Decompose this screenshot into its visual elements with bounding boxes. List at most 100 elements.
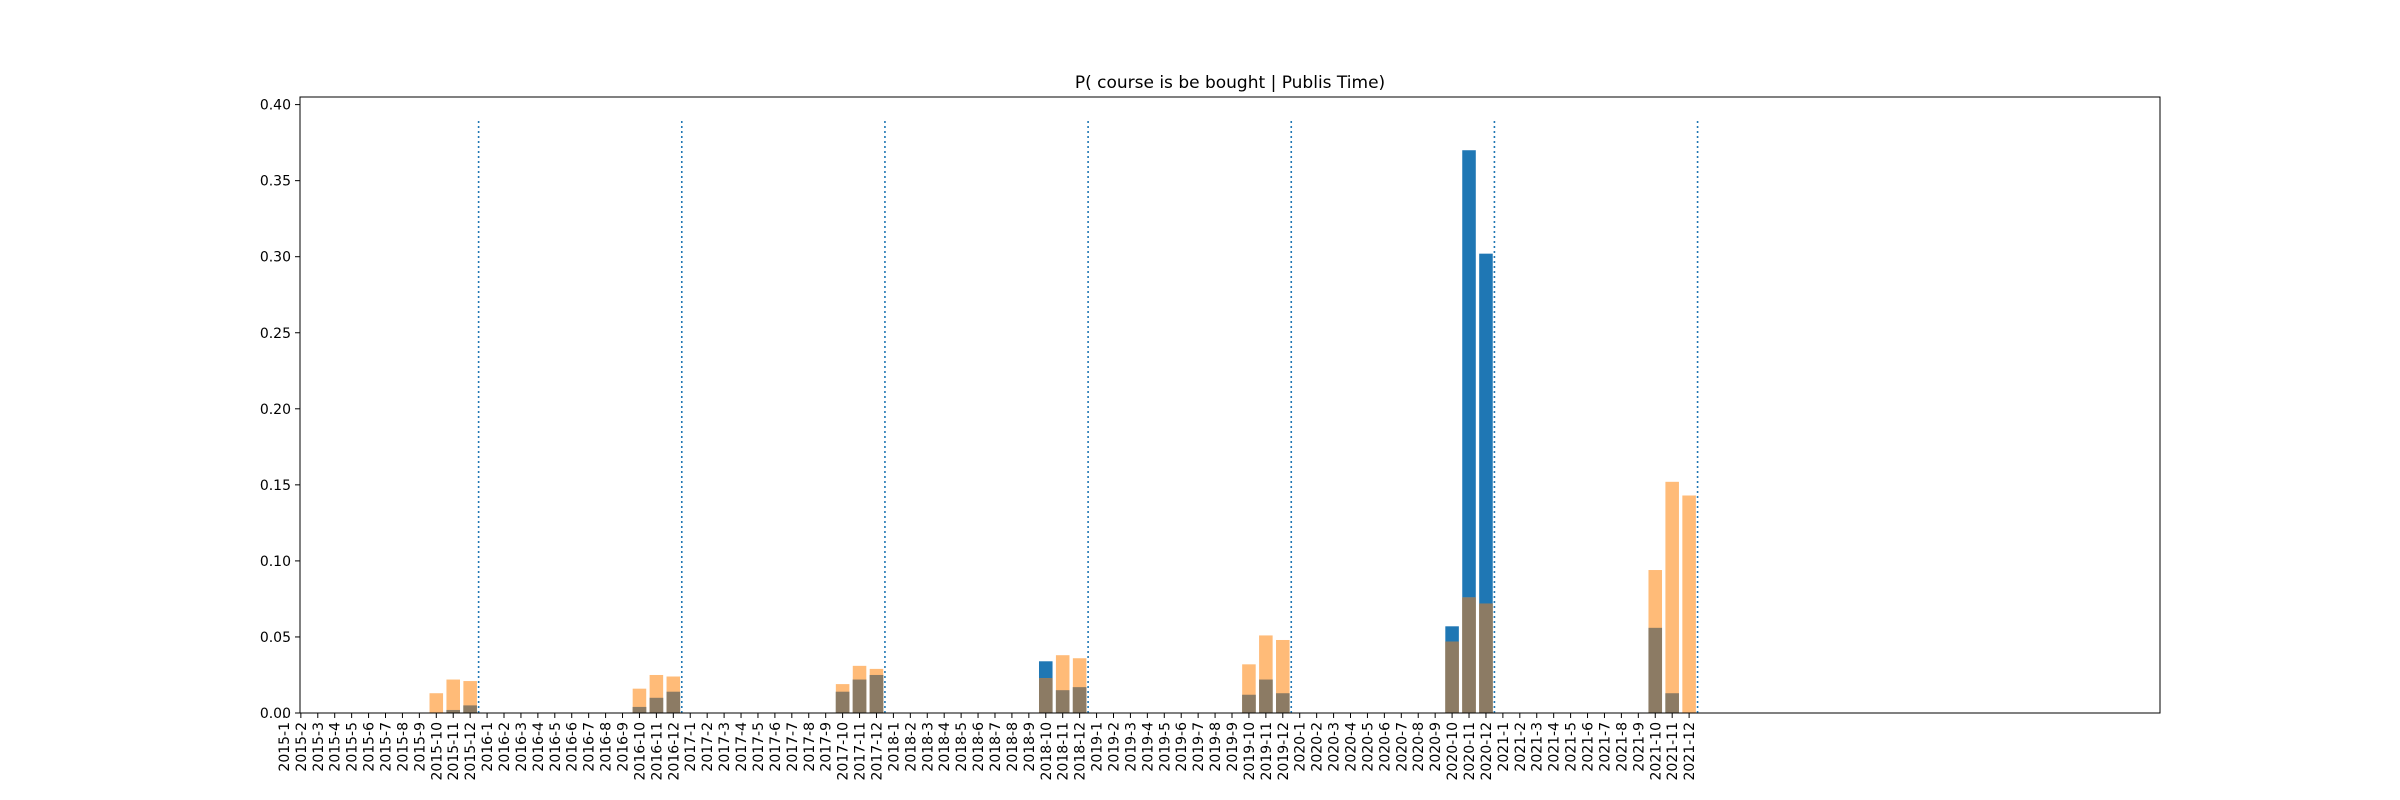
x-tick-label-2019-12: 2019-12 bbox=[1276, 722, 1292, 781]
x-tick-label-2020-10: 2020-10 bbox=[1445, 722, 1461, 781]
x-tick-label-2017-7: 2017-7 bbox=[785, 722, 801, 772]
x-tick-label-2020-1: 2020-1 bbox=[1293, 722, 1309, 772]
x-tick-label-2017-8: 2017-8 bbox=[802, 722, 818, 772]
x-tick-label-2017-6: 2017-6 bbox=[768, 722, 784, 772]
x-tick-label-2021-9: 2021-9 bbox=[1631, 722, 1647, 772]
x-tick-label-2016-7: 2016-7 bbox=[582, 722, 598, 772]
x-tick-label-2020-4: 2020-4 bbox=[1344, 722, 1360, 772]
x-tick-label-2020-2: 2020-2 bbox=[1310, 722, 1326, 772]
bar-overlap-2019-11 bbox=[1259, 679, 1273, 713]
bar-overlap-2020-11 bbox=[1462, 597, 1476, 713]
chart-title: P( course is be bought | Publis Time) bbox=[1075, 73, 1385, 93]
x-tick-label-2015-2: 2015-2 bbox=[294, 722, 310, 772]
x-tick-label-2018-11: 2018-11 bbox=[1056, 722, 1072, 781]
x-tick-label-2015-9: 2015-9 bbox=[412, 722, 428, 772]
x-tick-label-2019-9: 2019-9 bbox=[1225, 722, 1241, 772]
x-tick-label-2016-11: 2016-11 bbox=[649, 722, 665, 781]
x-tick-label-2015-4: 2015-4 bbox=[328, 722, 344, 772]
y-tick-label-5: 0.25 bbox=[260, 326, 291, 342]
x-tick-label-2021-2: 2021-2 bbox=[1513, 722, 1529, 772]
x-tick-label-2018-6: 2018-6 bbox=[971, 722, 987, 772]
x-tick-label-2016-6: 2016-6 bbox=[565, 722, 581, 772]
x-tick-label-2019-8: 2019-8 bbox=[1208, 722, 1224, 772]
bar-series-b-2021-11 bbox=[1665, 481, 1679, 713]
x-axis: 2015-1 2015-2 2015-3 2015-4 2015-5 2015-6 2015… bbox=[277, 713, 1698, 781]
bar-series-a-2020-11 bbox=[1462, 150, 1476, 714]
x-tick-label-2021-11: 2021-11 bbox=[1665, 722, 1681, 781]
x-tick-label-2016-8: 2016-8 bbox=[599, 722, 615, 772]
x-tick-label-2020-7: 2020-7 bbox=[1394, 722, 1410, 772]
bar-overlap-2017-12 bbox=[869, 674, 884, 713]
x-tick-label-2018-1: 2018-1 bbox=[886, 722, 902, 772]
x-tick-label-2020-3: 2020-3 bbox=[1327, 722, 1343, 772]
bar-overlap-2017-11 bbox=[852, 679, 867, 713]
x-tick-label-2021-4: 2021-4 bbox=[1547, 722, 1563, 772]
x-tick-label-2019-5: 2019-5 bbox=[1157, 722, 1173, 772]
x-tick-label-2021-1: 2021-1 bbox=[1496, 722, 1512, 772]
x-tick-label-2018-8: 2018-8 bbox=[1005, 722, 1021, 772]
x-tick-label-2018-3: 2018-3 bbox=[920, 722, 936, 772]
x-tick-label-2018-2: 2018-2 bbox=[903, 722, 919, 772]
bar-overlap-2016-11 bbox=[649, 697, 664, 713]
x-tick-label-2016-4: 2016-4 bbox=[531, 722, 547, 772]
x-tick-label-2017-3: 2017-3 bbox=[717, 722, 733, 772]
x-tick-label-2019-11: 2019-11 bbox=[1259, 722, 1275, 781]
x-tick-label-2018-12: 2018-12 bbox=[1073, 722, 1089, 781]
x-tick-label-2017-1: 2017-1 bbox=[683, 722, 699, 772]
x-tick-label-2020-11: 2020-11 bbox=[1462, 722, 1478, 781]
y-tick-label-2: 0.10 bbox=[260, 554, 291, 570]
x-tick-label-2021-6: 2021-6 bbox=[1581, 722, 1597, 772]
x-tick-label-2016-2: 2016-2 bbox=[497, 722, 513, 772]
x-tick-label-2020-6: 2020-6 bbox=[1377, 722, 1393, 772]
y-tick-label-3: 0.15 bbox=[260, 478, 291, 494]
y-tick-label-1: 0.05 bbox=[260, 630, 291, 646]
x-tick-label-2018-7: 2018-7 bbox=[988, 722, 1004, 772]
bar-series-a-2020-12 bbox=[1479, 253, 1493, 713]
bar-series-b-2016-10 bbox=[632, 688, 647, 713]
x-tick-label-2019-4: 2019-4 bbox=[1140, 722, 1156, 772]
x-tick-label-2015-5: 2015-5 bbox=[345, 722, 361, 772]
x-tick-label-2018-4: 2018-4 bbox=[937, 722, 953, 772]
x-tick-label-2017-5: 2017-5 bbox=[751, 722, 767, 772]
x-tick-label-2019-10: 2019-10 bbox=[1242, 722, 1258, 781]
x-tick-label-2018-10: 2018-10 bbox=[1039, 722, 1055, 781]
bar-overlap-2015-11 bbox=[446, 709, 460, 713]
vertical-lines bbox=[477, 119, 1699, 713]
x-tick-label-2020-9: 2020-9 bbox=[1428, 722, 1444, 772]
x-tick-label-2017-9: 2017-9 bbox=[819, 722, 835, 772]
x-tick-label-2016-12: 2016-12 bbox=[666, 722, 682, 781]
bar-series-b-2015-10 bbox=[429, 693, 444, 713]
x-tick-label-2015-6: 2015-6 bbox=[362, 722, 378, 772]
x-tick-label-2019-7: 2019-7 bbox=[1191, 722, 1207, 772]
x-tick-label-2015-8: 2015-8 bbox=[395, 722, 411, 772]
bar-overlap-2017-10 bbox=[835, 691, 850, 713]
x-tick-label-2021-10: 2021-10 bbox=[1648, 722, 1664, 781]
x-tick-label-2016-5: 2016-5 bbox=[548, 722, 564, 772]
y-axis: 0.00 0.05 0.10 0.15 0.20 0.25 0.30 0.35 0.40 bbox=[260, 98, 300, 722]
x-tick-label-2017-11: 2017-11 bbox=[853, 722, 869, 781]
bar-overlap-2016-12 bbox=[666, 691, 681, 713]
bar-series-b-2015-11 bbox=[446, 679, 460, 713]
x-tick-label-2021-7: 2021-7 bbox=[1597, 722, 1613, 772]
x-tick-label-2021-12: 2021-12 bbox=[1682, 722, 1698, 781]
x-tick-label-2021-5: 2021-5 bbox=[1564, 722, 1580, 772]
bar-overlap-2015-12 bbox=[463, 705, 477, 713]
x-tick-label-2017-4: 2017-4 bbox=[734, 722, 750, 772]
bar-overlap-2019-10 bbox=[1242, 694, 1256, 713]
x-tick-label-2015-1: 2015-1 bbox=[277, 722, 293, 772]
x-tick-label-2016-9: 2016-9 bbox=[616, 722, 632, 772]
x-tick-label-2019-1: 2019-1 bbox=[1090, 722, 1106, 772]
y-tick-label-4: 0.20 bbox=[260, 402, 291, 418]
plot-frame bbox=[299, 96, 2161, 714]
x-tick-label-2019-6: 2019-6 bbox=[1174, 722, 1190, 772]
x-tick-label-2018-9: 2018-9 bbox=[1022, 722, 1038, 772]
x-tick-label-2016-1: 2016-1 bbox=[480, 722, 496, 772]
x-tick-label-2021-3: 2021-3 bbox=[1530, 722, 1546, 772]
x-tick-label-2018-5: 2018-5 bbox=[954, 722, 970, 772]
x-tick-label-2020-5: 2020-5 bbox=[1360, 722, 1376, 772]
x-tick-label-2016-10: 2016-10 bbox=[632, 722, 648, 781]
bar-overlap-2019-12 bbox=[1276, 693, 1290, 713]
x-tick-label-2015-7: 2015-7 bbox=[379, 722, 395, 772]
x-tick-label-2017-12: 2017-12 bbox=[869, 722, 885, 781]
